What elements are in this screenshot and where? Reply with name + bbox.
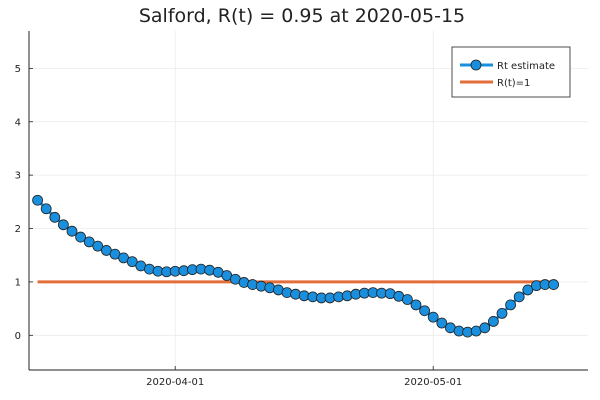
rt-point: [427, 311, 439, 323]
axes: [28, 31, 588, 371]
rt-point: [49, 211, 61, 223]
x-tick-label: 2020-05-01: [404, 377, 462, 388]
rt-point: [419, 305, 431, 317]
legend: Rt estimate R(t)=1: [451, 46, 571, 98]
rt-point: [40, 203, 52, 215]
rt-point: [410, 299, 422, 311]
rt-series: [32, 194, 559, 338]
y-tick-label: 2: [15, 224, 21, 235]
rt-point: [83, 236, 95, 248]
legend-ref-label: R(t)=1: [497, 78, 530, 89]
legend-box: [451, 46, 571, 98]
x-tick-label: 2020-04-01: [146, 377, 204, 388]
legend-rt-marker: [470, 59, 482, 71]
rt-point: [505, 299, 517, 311]
rt-point: [32, 194, 43, 206]
rt-point: [401, 294, 413, 305]
y-tick-label: 1: [15, 277, 21, 288]
rt-point: [496, 308, 508, 319]
y-tick-label: 0: [15, 331, 21, 342]
rt-point: [126, 256, 138, 268]
rt-point: [479, 322, 491, 334]
rt-point: [58, 219, 69, 231]
tick-labels: 0 1 2 3 4 5 2020-04-01 2020-05-01: [15, 64, 463, 388]
rt-point: [92, 240, 104, 252]
rt-point: [513, 291, 525, 303]
rt-point: [66, 225, 78, 237]
legend-rt-label: Rt estimate: [497, 61, 555, 72]
rt-point: [548, 279, 559, 290]
rt-point: [436, 317, 448, 329]
y-tick-label: 4: [15, 117, 21, 128]
chart-title: Salford, R(t) = 0.95 at 2020-05-15: [139, 5, 465, 27]
rt-point: [75, 231, 86, 243]
y-tick-label: 5: [15, 64, 21, 75]
y-tick-label: 3: [15, 171, 21, 182]
rt-point: [522, 284, 534, 296]
rt-point: [487, 316, 499, 327]
